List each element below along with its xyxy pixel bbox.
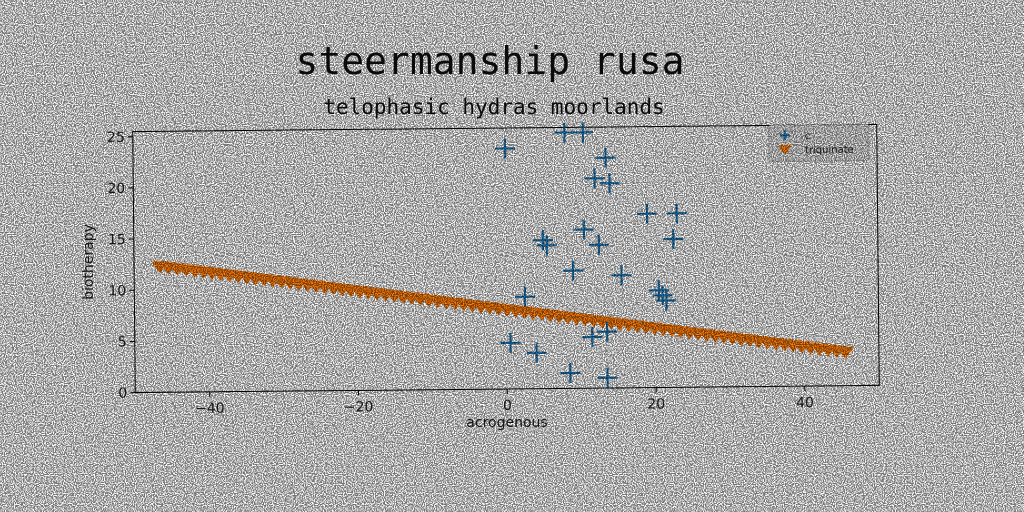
x-axis-label: acrogenous — [466, 415, 547, 431]
x-tick-label: 20 — [647, 396, 665, 412]
y-axis-label: biotherapy — [81, 224, 97, 300]
legend: c triquinate — [768, 124, 870, 162]
x-tick-label: 40 — [796, 395, 814, 411]
plot-frame — [132, 123, 880, 394]
x-tick-label: 0 — [503, 398, 512, 414]
plot-area — [132, 123, 880, 394]
x-tick-label: −20 — [344, 399, 374, 415]
y-tick-label: 10 — [108, 283, 126, 299]
y-tick-label: 0 — [118, 386, 127, 402]
chart-title: steermanship rusa — [296, 39, 685, 83]
y-tick-label: 5 — [118, 334, 127, 350]
legend-label-triquinate: triquinate — [805, 145, 854, 156]
y-tick-label: 20 — [107, 181, 125, 197]
chart-subtitle: telophasic hydras moorlands — [323, 95, 664, 119]
y-tick-label: 15 — [108, 232, 126, 248]
legend-label-c: c — [805, 131, 811, 142]
y-tick-label: 25 — [107, 130, 125, 146]
x-tick-label: −40 — [195, 401, 225, 417]
